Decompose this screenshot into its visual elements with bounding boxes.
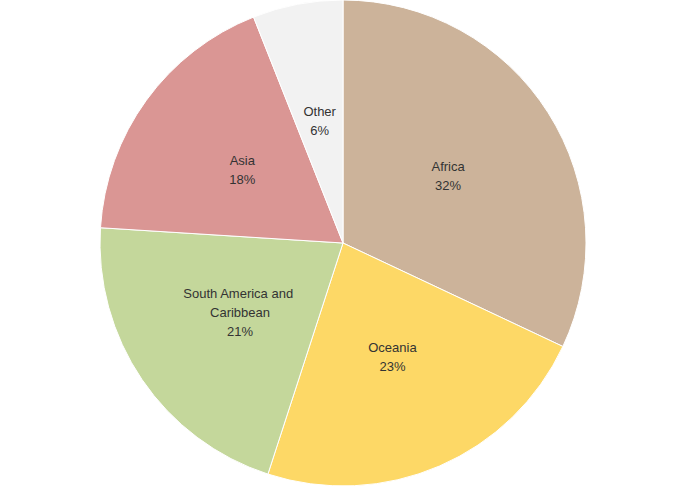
svg-text:Caribbean: Caribbean xyxy=(210,305,270,320)
svg-text:23%: 23% xyxy=(379,359,405,374)
svg-text:18%: 18% xyxy=(229,172,255,187)
svg-text:32%: 32% xyxy=(435,178,461,193)
svg-text:South America and: South America and xyxy=(183,286,296,301)
svg-text:6%: 6% xyxy=(310,123,329,138)
svg-text:Other: Other xyxy=(303,104,336,119)
svg-text:Asia: Asia xyxy=(230,153,256,168)
svg-text:21%: 21% xyxy=(227,324,253,339)
svg-text:Oceania: Oceania xyxy=(368,340,417,355)
svg-text:Africa: Africa xyxy=(432,159,466,174)
